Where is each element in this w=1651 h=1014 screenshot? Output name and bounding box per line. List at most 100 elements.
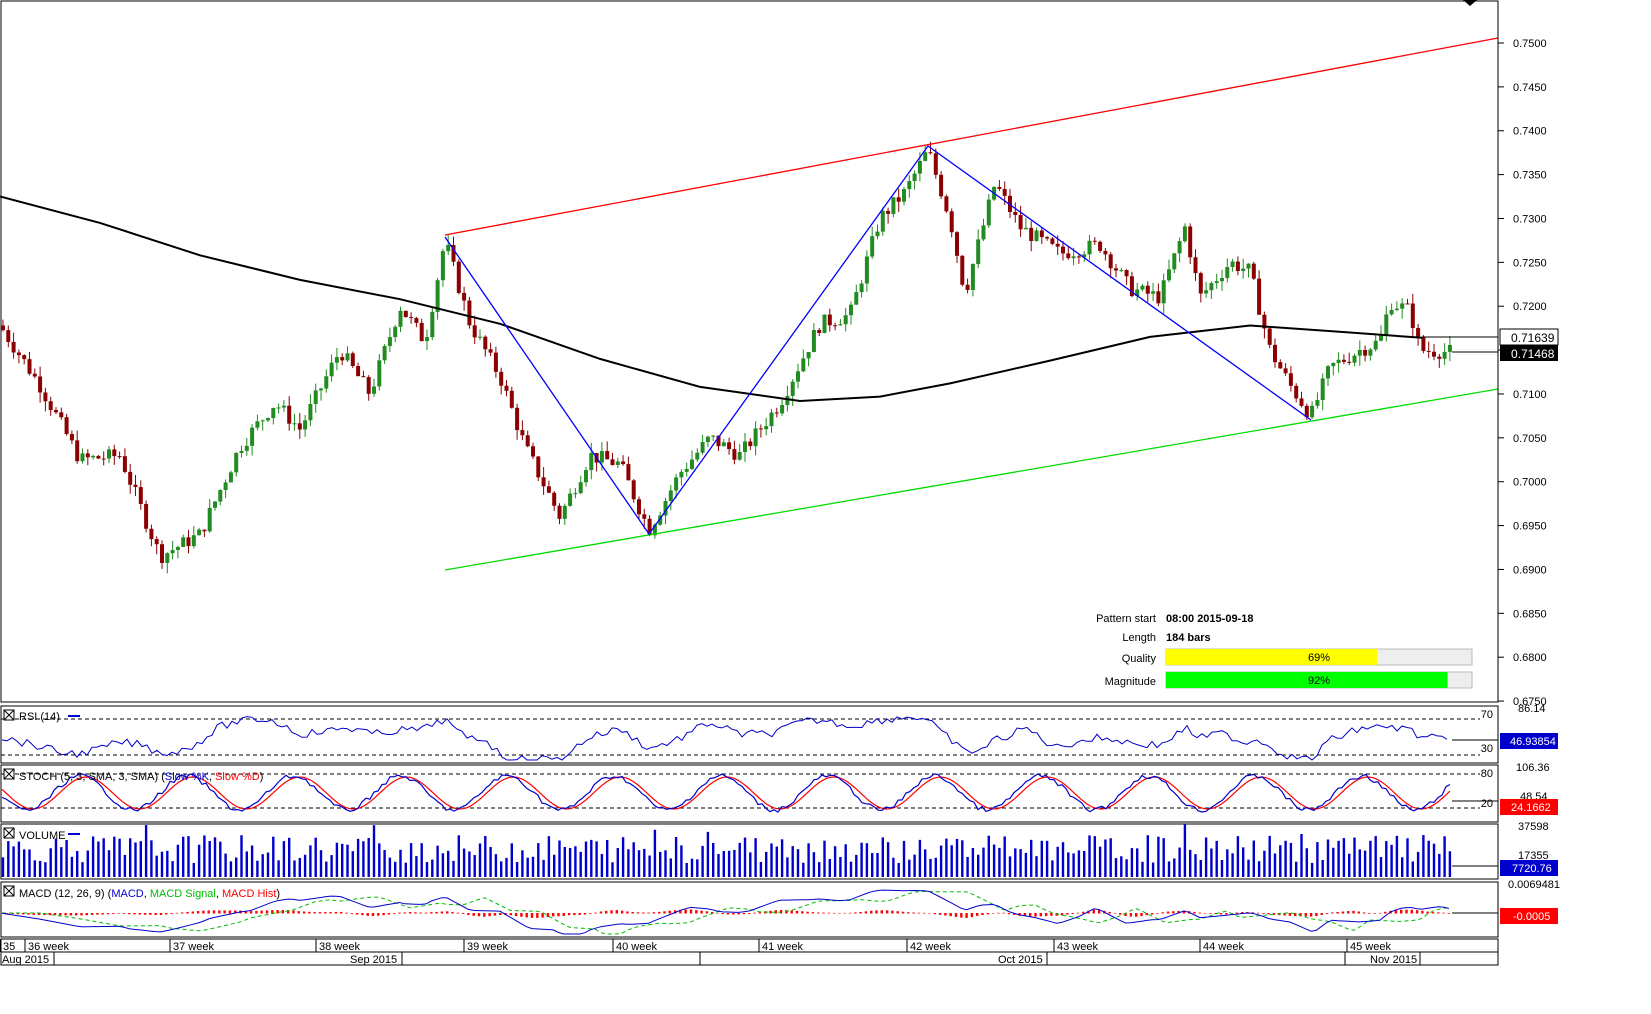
volume-bar	[447, 850, 450, 877]
candle	[11, 332, 16, 359]
macd-hist-bar	[790, 910, 793, 914]
volume-bar	[1003, 836, 1006, 877]
macd-hist-bar	[1357, 911, 1360, 914]
macd-hist-bar	[255, 910, 258, 914]
macd-hist-bar	[647, 912, 650, 914]
candle	[324, 369, 329, 393]
volume-bar	[473, 855, 476, 877]
macd-hist-bar	[133, 913, 136, 915]
volume-bar	[1061, 842, 1065, 877]
macd-hist-bar	[907, 912, 910, 914]
macd-hist-bar	[398, 912, 401, 914]
candle	[160, 540, 164, 570]
volume-bar	[818, 862, 821, 877]
price-pane	[0, 0, 1499, 703]
volume-bar	[452, 860, 455, 877]
candle	[133, 474, 138, 497]
macd-hist-bar	[456, 912, 459, 914]
volume-bar	[129, 838, 132, 877]
macd-hist-bar	[287, 910, 290, 914]
volume-bar	[303, 854, 307, 877]
volume-bar	[1019, 849, 1022, 877]
candle	[578, 475, 583, 495]
candle	[329, 354, 334, 382]
candle	[91, 454, 96, 460]
volume-bar	[1326, 839, 1330, 877]
candle	[891, 197, 896, 218]
macd-hist-bar	[1119, 913, 1122, 915]
volume-bar	[1337, 840, 1340, 877]
macd-hist-bar	[536, 913, 539, 918]
candle	[387, 327, 392, 353]
candle	[615, 457, 620, 469]
volume-bar	[643, 848, 646, 877]
macd-hist-bar	[265, 910, 269, 914]
volume-bar	[939, 845, 943, 877]
macd-hist-bar	[244, 910, 247, 914]
volume-bar	[531, 856, 535, 877]
volume-bar	[309, 845, 312, 877]
macd-hist-bar	[324, 912, 327, 914]
price-tick: 0.6950	[1513, 521, 1547, 533]
candle	[1214, 273, 1219, 289]
volume-bar	[436, 845, 439, 877]
candle	[1156, 283, 1161, 307]
volume-bar	[1342, 838, 1346, 877]
volume-bar	[510, 843, 513, 877]
volume-bar	[240, 835, 243, 877]
volume-bar	[961, 840, 964, 877]
price-tick: 0.6850	[1513, 608, 1547, 620]
candle	[1066, 245, 1071, 260]
macd-hist-bar	[578, 913, 581, 915]
candle	[557, 503, 562, 525]
macd-hist-bar	[1251, 912, 1254, 914]
volume-bar	[256, 860, 259, 877]
candle	[864, 250, 869, 292]
volume-bar	[1379, 857, 1383, 877]
volume-bar	[187, 836, 190, 877]
macd-hist-bar	[811, 912, 815, 914]
volume-bar	[160, 851, 164, 877]
candle	[1039, 227, 1044, 245]
macd-hist-bar	[1007, 913, 1011, 915]
volume-bar	[855, 854, 858, 877]
macd-hist-bar	[350, 913, 353, 914]
macd-hist-bar	[1352, 910, 1355, 914]
candle	[732, 440, 737, 465]
candle	[38, 366, 43, 403]
candle	[228, 470, 233, 483]
volume-bar	[1432, 843, 1436, 877]
candle	[1098, 240, 1103, 253]
volume-bar	[924, 849, 927, 877]
macd-hist-bar	[1029, 913, 1032, 917]
volume-bar	[1438, 853, 1441, 877]
candle	[1246, 263, 1251, 278]
macd-hist-bar	[435, 911, 438, 914]
candle	[101, 451, 106, 466]
macd-hist-bar	[705, 911, 709, 914]
macd-hist-bar	[1442, 912, 1445, 914]
price-tick: 0.6750	[1513, 696, 1547, 708]
macd-hist-bar	[138, 913, 141, 915]
candle	[1373, 335, 1378, 352]
macd-hist-bar	[170, 913, 173, 914]
svg-text:17355: 17355	[1518, 850, 1549, 862]
candle	[1257, 270, 1262, 315]
volume-bar	[701, 845, 704, 877]
menu-triangle-icon[interactable]	[1463, 0, 1477, 6]
volume-bar	[325, 861, 328, 877]
macd-hist-bar	[885, 910, 889, 914]
candle	[1161, 273, 1166, 314]
candle	[1167, 259, 1171, 283]
macd-hist-bar	[175, 912, 179, 914]
macd-hist-bar	[345, 912, 348, 914]
volume-bar	[1284, 840, 1287, 877]
volume-bar	[203, 835, 206, 877]
volume-bar	[415, 856, 418, 877]
candle	[965, 278, 970, 294]
macd-hist-bar	[1082, 911, 1085, 914]
macd-hist-bar	[403, 912, 406, 914]
volume-bar	[277, 860, 280, 877]
candle	[292, 413, 297, 431]
macd-hist-bar	[970, 913, 974, 918]
